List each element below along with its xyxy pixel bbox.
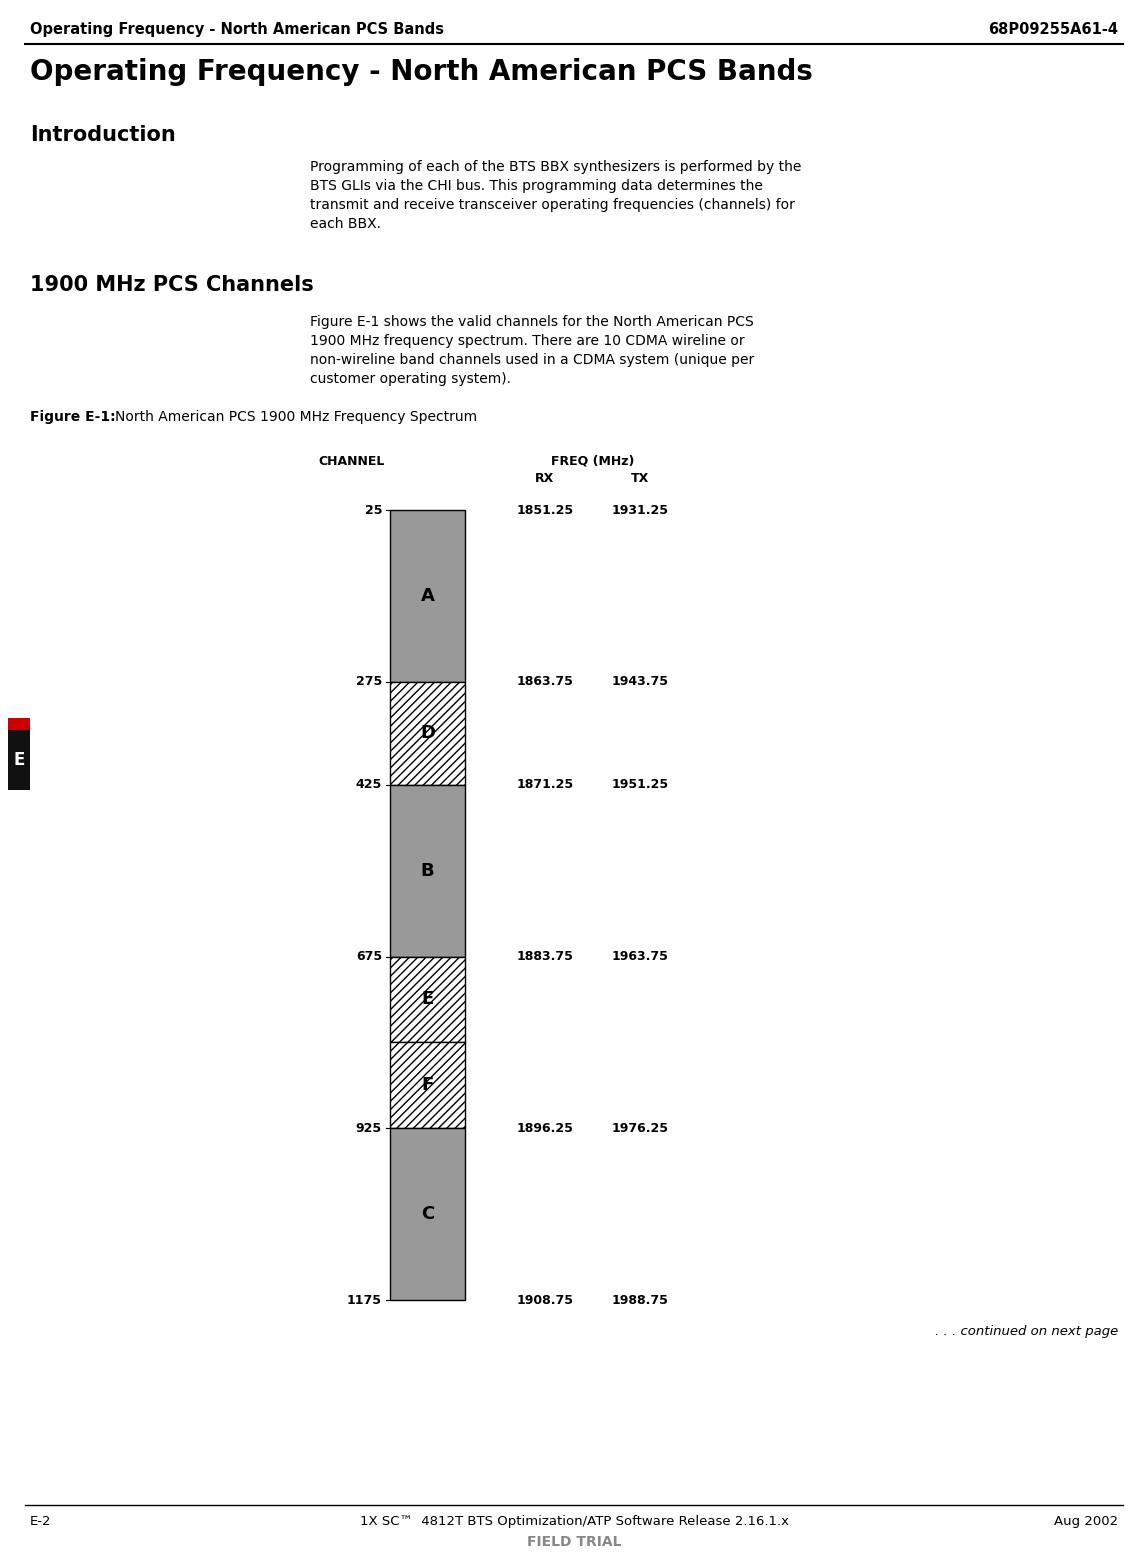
Bar (8, 717, 30, 730)
Text: 1863.75: 1863.75 (517, 675, 574, 688)
Text: F: F (421, 1077, 434, 1094)
Text: BTS GLIs via the CHI bus. This programming data determines the: BTS GLIs via the CHI bus. This programmi… (310, 180, 763, 192)
Text: CHANNEL: CHANNEL (319, 455, 385, 467)
Text: TX: TX (631, 472, 649, 485)
Bar (390, 1043, 465, 1128)
Text: Programming of each of the BTS BBX synthesizers is performed by the: Programming of each of the BTS BBX synth… (310, 159, 801, 173)
Text: 1976.25: 1976.25 (612, 1122, 668, 1135)
Text: 68P09255A61-4: 68P09255A61-4 (988, 22, 1118, 38)
Bar (390, 785, 465, 957)
Text: 1X SC™  4812T BTS Optimization/ATP Software Release 2.16.1.x: 1X SC™ 4812T BTS Optimization/ATP Softwa… (359, 1515, 789, 1529)
Text: Introduction: Introduction (30, 125, 176, 145)
Text: 675: 675 (356, 950, 382, 963)
Text: 1908.75: 1908.75 (517, 1294, 574, 1307)
Text: 1988.75: 1988.75 (612, 1294, 668, 1307)
Text: Figure E-1:: Figure E-1: (30, 410, 116, 424)
Text: E: E (14, 750, 25, 769)
Text: 1896.25: 1896.25 (517, 1122, 574, 1135)
Text: E: E (421, 991, 434, 1008)
Text: B: B (420, 861, 434, 880)
Text: 1963.75: 1963.75 (612, 950, 668, 963)
Text: transmit and receive transceiver operating frequencies (channels) for: transmit and receive transceiver operati… (310, 199, 794, 213)
Text: FIELD TRIAL: FIELD TRIAL (527, 1535, 621, 1549)
Text: Operating Frequency - North American PCS Bands: Operating Frequency - North American PCS… (30, 22, 444, 38)
Text: 1871.25: 1871.25 (517, 778, 574, 791)
Text: customer operating system).: customer operating system). (310, 372, 511, 386)
Text: non-wireline band channels used in a CDMA system (unique per: non-wireline band channels used in a CDM… (310, 353, 754, 367)
Text: 1931.25: 1931.25 (612, 503, 668, 516)
Bar (390, 957, 465, 1043)
Text: E-2: E-2 (30, 1515, 52, 1529)
Text: 1943.75: 1943.75 (612, 675, 668, 688)
Text: . . . continued on next page: . . . continued on next page (934, 1325, 1118, 1338)
Text: 925: 925 (356, 1122, 382, 1135)
Text: each BBX.: each BBX. (310, 217, 381, 231)
Bar (8, 730, 30, 789)
Text: D: D (420, 724, 435, 742)
Text: 1900 MHz frequency spectrum. There are 10 CDMA wireline or: 1900 MHz frequency spectrum. There are 1… (310, 334, 745, 349)
Text: 1175: 1175 (347, 1294, 382, 1307)
Text: A: A (420, 586, 434, 605)
Text: 1951.25: 1951.25 (612, 778, 668, 791)
Text: 25: 25 (365, 503, 382, 516)
Text: C: C (421, 1205, 434, 1224)
Text: FREQ (MHz): FREQ (MHz) (551, 455, 634, 467)
Bar (390, 1128, 465, 1300)
Text: 1883.75: 1883.75 (517, 950, 574, 963)
Text: Aug 2002: Aug 2002 (1054, 1515, 1118, 1529)
Text: Figure E-1 shows the valid channels for the North American PCS: Figure E-1 shows the valid channels for … (310, 316, 754, 328)
Text: Operating Frequency - North American PCS Bands: Operating Frequency - North American PCS… (30, 58, 813, 86)
Bar (390, 510, 465, 681)
Text: 425: 425 (356, 778, 382, 791)
Text: North American PCS 1900 MHz Frequency Spectrum: North American PCS 1900 MHz Frequency Sp… (115, 410, 478, 424)
Text: 1900 MHz PCS Channels: 1900 MHz PCS Channels (30, 275, 313, 295)
Text: 1851.25: 1851.25 (517, 503, 574, 516)
Text: 275: 275 (356, 675, 382, 688)
Text: RX: RX (535, 472, 554, 485)
Bar (390, 681, 465, 785)
